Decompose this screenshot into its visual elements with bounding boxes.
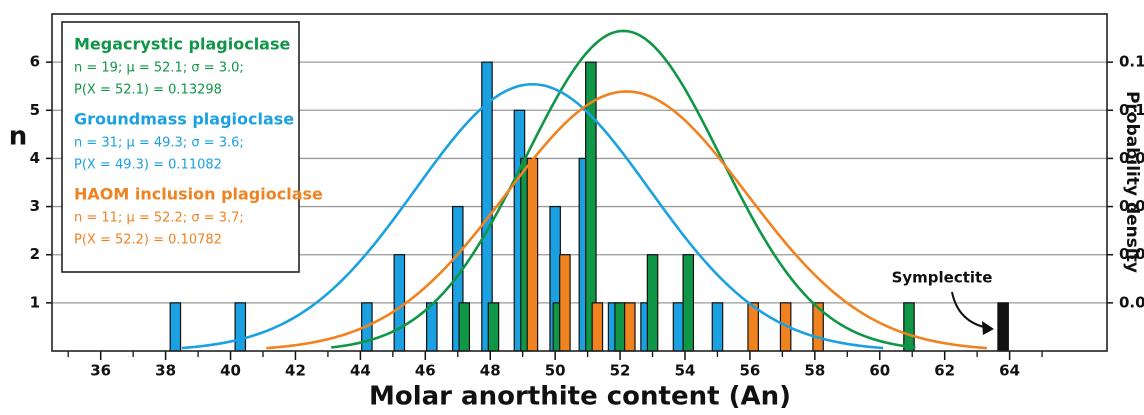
y-tick-label: 6 [30,53,40,71]
bar [903,302,915,352]
legend-peak: P(X = 52.1) = 0.13298 [74,83,222,98]
y-tick-label: 5 [30,101,40,119]
plot-frame [51,13,1108,352]
x-tick-label: 62 [934,362,955,380]
legend-title: Groundmass plagioclase [74,110,294,129]
bar [591,302,604,352]
x-tick-label: 50 [545,362,566,380]
bar [559,254,571,352]
x-tick-label: 40 [220,362,241,380]
legend-stats: n = 11; μ = 52.2; σ = 3.7; [74,211,244,226]
x-tick-label: 60 [869,362,890,380]
bar [711,302,724,352]
y2-tick-label: 0.06 [1119,197,1144,215]
bar [672,302,685,352]
bar [997,302,1009,352]
bar [169,302,182,352]
x-tick-label: 38 [155,362,176,380]
legend-box [61,21,300,273]
annotation: Symplectite [892,269,993,287]
y2-tick-label: 0.10 [1119,101,1144,119]
y2-axis-label: Probability density [1122,91,1142,273]
legend-peak: P(X = 52.2) = 0.10782 [74,233,222,248]
bar [624,302,636,352]
density-curve [181,82,884,350]
bar [646,254,659,352]
legend-title: HAOM inclusion plagioclase [74,185,323,204]
bar [682,254,695,352]
bar [526,157,539,352]
bar [487,302,500,352]
legend-title: Megacrystic plagioclase [74,35,290,54]
legend-stats: n = 31; μ = 49.3; σ = 3.6; [74,136,244,151]
y2-tick-label: 0.08 [1119,149,1144,167]
x-tick-label: 42 [285,362,306,380]
bar [458,302,471,352]
x-axis-label: Molar anorthite content (An) [369,382,791,412]
y-tick-label: 2 [30,245,40,263]
x-tick-label: 46 [415,362,436,380]
y-axis-label: n [9,122,28,152]
x-tick-label: 54 [675,362,696,380]
y2-tick-label: 0.12 [1119,53,1144,71]
x-tick-label: 48 [480,362,501,380]
y-tick-label: 4 [30,149,40,167]
y2-tick-label: 0.02 [1119,293,1144,311]
bar [614,302,626,352]
bar [393,254,406,352]
x-tick-label: 56 [739,362,760,380]
y-tick-label: 3 [30,197,40,215]
y-tick-label: 1 [30,293,40,311]
y2-tick-label: 0.04 [1119,245,1144,263]
x-tick-label: 58 [804,362,825,380]
annotation-arrowhead [982,321,994,335]
legend-stats: n = 19; μ = 52.1; σ = 3.0; [74,61,244,76]
bar [426,302,438,352]
density-curve [331,29,916,349]
x-tick-label: 52 [610,362,631,380]
density-curve [266,90,987,350]
bar [234,302,247,352]
x-tick-label: 64 [999,362,1020,380]
x-tick-label: 44 [350,362,371,380]
legend-peak: P(X = 49.3) = 0.11082 [74,158,222,173]
x-tick-label: 36 [90,362,111,380]
